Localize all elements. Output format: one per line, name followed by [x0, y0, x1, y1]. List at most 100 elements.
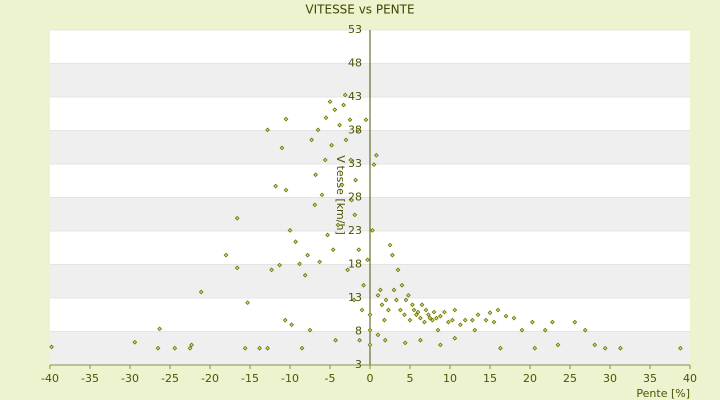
point — [379, 302, 385, 308]
point — [602, 345, 608, 351]
point — [387, 242, 393, 248]
point — [511, 315, 517, 321]
point — [519, 327, 525, 333]
x-tick-label: 20 — [523, 372, 537, 385]
point — [472, 327, 478, 333]
x-axis-label: Pente [%] — [636, 387, 690, 400]
chart-title: VITESSE vs PENTE — [305, 3, 414, 17]
point — [446, 319, 451, 325]
point — [395, 267, 401, 273]
point — [325, 232, 330, 238]
x-tick-label: 40 — [683, 372, 697, 385]
x-tick-label: 35 — [643, 372, 657, 385]
point — [470, 317, 475, 323]
point — [283, 116, 289, 122]
point — [273, 183, 278, 189]
x-tick-label: 5 — [407, 372, 414, 385]
x-tick-label: -25 — [161, 372, 179, 385]
point — [386, 307, 391, 313]
point — [312, 202, 318, 208]
point — [498, 345, 503, 351]
y-tick-label: 28 — [348, 191, 362, 204]
y-tick-label: 43 — [348, 90, 362, 103]
point — [289, 322, 294, 328]
x-tick-label: -20 — [201, 372, 219, 385]
point — [345, 267, 350, 273]
x-tick-label: -30 — [121, 372, 139, 385]
point — [371, 162, 377, 168]
x-tick-label: -15 — [241, 372, 259, 385]
point — [367, 342, 373, 348]
point — [678, 345, 683, 351]
point — [347, 117, 353, 123]
y-tick-label: 38 — [348, 124, 362, 137]
point — [422, 319, 427, 325]
point — [355, 127, 361, 133]
y-tick-label: 23 — [348, 224, 362, 237]
point — [418, 315, 423, 321]
point — [403, 297, 409, 303]
point — [382, 337, 388, 343]
point — [363, 117, 369, 123]
point — [348, 157, 354, 163]
point — [442, 309, 447, 315]
point — [330, 247, 336, 253]
point — [555, 342, 561, 348]
point — [234, 265, 240, 271]
point — [402, 340, 408, 346]
point — [313, 172, 318, 178]
point — [530, 319, 535, 325]
point — [374, 152, 379, 158]
point — [315, 127, 321, 133]
point — [352, 212, 358, 218]
point — [223, 252, 229, 258]
point — [265, 127, 270, 133]
point — [172, 345, 178, 351]
point — [307, 327, 313, 333]
point — [269, 267, 274, 273]
point — [242, 345, 248, 351]
point — [423, 307, 429, 313]
y-tick-label: 8 — [355, 325, 362, 338]
point — [426, 312, 431, 318]
point — [287, 227, 293, 233]
point — [418, 337, 423, 343]
point — [450, 317, 455, 323]
point — [438, 342, 443, 348]
x-tick-label: 25 — [563, 372, 577, 385]
point — [299, 345, 305, 351]
point — [357, 337, 362, 343]
y-tick-label: 48 — [348, 57, 362, 70]
point — [407, 317, 413, 323]
point — [438, 313, 443, 319]
point — [434, 315, 439, 321]
point — [356, 247, 362, 253]
point — [297, 261, 302, 267]
point — [431, 309, 437, 315]
point — [49, 344, 54, 350]
point — [157, 326, 162, 332]
x-tick-label: 15 — [483, 372, 497, 385]
point — [305, 252, 310, 258]
point — [410, 302, 415, 308]
point — [491, 319, 497, 325]
point — [592, 342, 598, 348]
point — [430, 317, 435, 323]
point — [370, 227, 375, 233]
point — [419, 302, 425, 308]
point — [234, 215, 240, 221]
point — [361, 282, 366, 288]
point — [475, 312, 481, 318]
point — [391, 287, 397, 293]
point — [341, 102, 346, 108]
point — [406, 292, 411, 298]
x-tick-label: -40 — [41, 372, 59, 385]
y-tick-label: 53 — [348, 23, 362, 36]
point — [293, 239, 298, 245]
point — [365, 257, 370, 263]
point — [351, 297, 357, 303]
point — [187, 345, 193, 351]
point — [487, 310, 493, 316]
point — [402, 312, 407, 318]
x-tick-label: -35 — [81, 372, 99, 385]
